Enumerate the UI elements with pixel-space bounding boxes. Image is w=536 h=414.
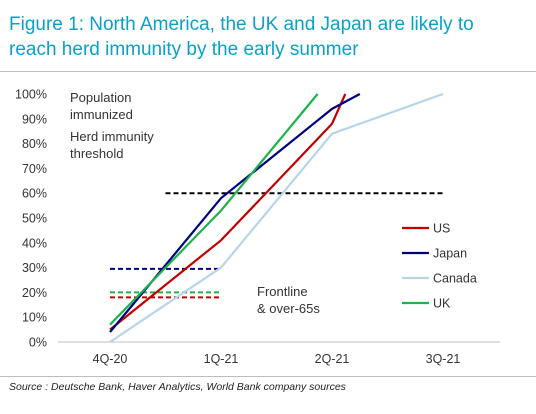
- annotation-population: Population: [70, 90, 131, 105]
- figure-title: Figure 1: North America, the UK and Japa…: [9, 14, 474, 60]
- source-note: Source : Deutsche Bank, Haver Analytics,…: [9, 381, 346, 393]
- annotation-population: immunized: [70, 107, 133, 122]
- x-tick-label: 3Q-21: [426, 352, 461, 366]
- legend-label: Canada: [433, 272, 477, 286]
- reference-lines: [110, 192, 443, 299]
- annotations: Population immunized Herd immunity threshol…: [70, 90, 320, 316]
- annotation-frontline: Frontline: [257, 284, 308, 299]
- series-line-uk: [109, 93, 319, 326]
- annotation-herd: threshold: [70, 146, 123, 161]
- y-tick-label: 60%: [22, 187, 47, 201]
- y-tick-label: 70%: [22, 162, 47, 176]
- legend: US Japan Canada UK: [402, 222, 477, 311]
- y-tick-label: 100%: [15, 88, 47, 102]
- y-tick-label: 10%: [22, 311, 47, 325]
- y-tick-label: 20%: [22, 286, 47, 300]
- x-tick-label: 2Q-21: [315, 352, 350, 366]
- legend-label: Japan: [433, 247, 467, 261]
- y-tick-label: 80%: [22, 137, 47, 151]
- footer-divider: [0, 376, 536, 377]
- y-tick-label: 0%: [29, 336, 47, 350]
- series-line-canada: [109, 92, 444, 343]
- annotation-frontline: & over-65s: [257, 301, 320, 316]
- line-chart: 0% 10% 20% 30% 40% 50% 60% 70% 80% 90% 100% 4Q-20 1Q…: [15, 88, 500, 366]
- annotation-herd: Herd immunity: [70, 129, 154, 144]
- y-tick-label: 30%: [22, 261, 47, 275]
- axes: 0% 10% 20% 30% 40% 50% 60% 70% 80% 90% 100% 4Q-20 1Q…: [15, 88, 500, 366]
- legend-label: UK: [433, 297, 451, 311]
- y-tick-label: 90%: [22, 112, 47, 126]
- legend-label: US: [433, 222, 450, 236]
- x-tick-label: 1Q-21: [204, 352, 239, 366]
- title-divider: [0, 71, 536, 72]
- x-tick-label: 4Q-20: [93, 352, 128, 366]
- series-line-us: [109, 93, 347, 331]
- y-tick-label: 40%: [22, 236, 47, 250]
- series-lines: [109, 92, 444, 343]
- y-tick-label: 50%: [22, 212, 47, 226]
- series-line-japan: [109, 93, 361, 333]
